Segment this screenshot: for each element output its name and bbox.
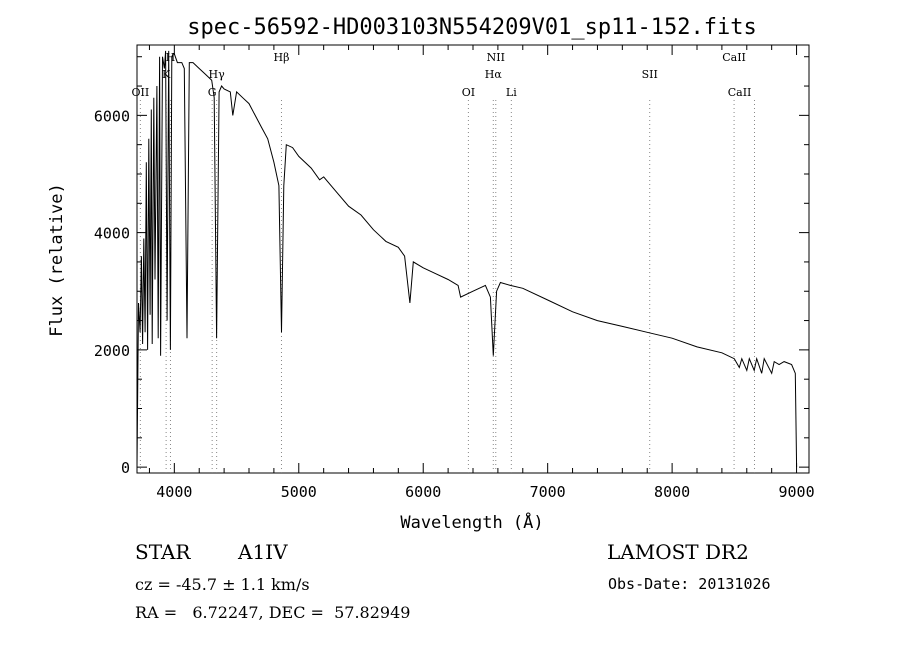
survey-label: LAMOST DR2 — [607, 540, 749, 564]
x-tick-label: 4000 — [156, 483, 192, 501]
spectrum-line — [136, 50, 798, 468]
line-marker-label: OII — [132, 86, 150, 99]
y-axis: 0 2000 4000 6000 — [94, 56, 809, 477]
line-marker-label: Hγ — [209, 68, 226, 81]
y-tick-label: 0 — [121, 459, 130, 477]
line-marker-label: K — [162, 68, 171, 81]
line-marker-label: SII — [642, 68, 658, 81]
chart-title: spec-56592-HD003103N554209V01_sp11-152.f… — [187, 15, 757, 40]
y-tick-label: 6000 — [94, 107, 130, 125]
line-marker-label: CaII — [728, 86, 752, 99]
line-marker-label: NII — [487, 51, 505, 64]
line-marker-label: H — [166, 51, 176, 64]
obs-date-text: Obs-Date: 20131026 — [608, 575, 771, 593]
line-marker-label: Li — [506, 86, 517, 99]
line-marker-label: OI — [462, 86, 475, 99]
line-marker-label: CaII — [722, 51, 746, 64]
x-tick-label: 6000 — [405, 483, 441, 501]
star-label: STAR — [135, 540, 191, 564]
x-tick-label: 8000 — [654, 483, 690, 501]
spectral-type: A1IV — [238, 540, 288, 564]
x-tick-label: 7000 — [530, 483, 566, 501]
plot-frame — [136, 44, 810, 474]
coordinates-text: RA = 6.72247, DEC = 57.82949 — [135, 603, 411, 622]
line-marker-label: G — [208, 86, 217, 99]
x-axis-label: Wavelength (Å) — [400, 511, 543, 533]
line-marker-label: Hβ — [274, 51, 290, 64]
redshift-text: cz = -45.7 ± 1.1 km/s — [135, 575, 310, 594]
x-tick-label: 9000 — [778, 483, 814, 501]
y-axis-label: Flux (relative) — [47, 183, 67, 337]
y-tick-label: 2000 — [94, 342, 130, 360]
y-tick-label: 4000 — [94, 225, 130, 243]
x-axis: 4000 5000 6000 7000 8000 9000 — [148, 45, 815, 501]
x-tick-label: 5000 — [281, 483, 317, 501]
line-marker-label: Hα — [485, 68, 503, 81]
